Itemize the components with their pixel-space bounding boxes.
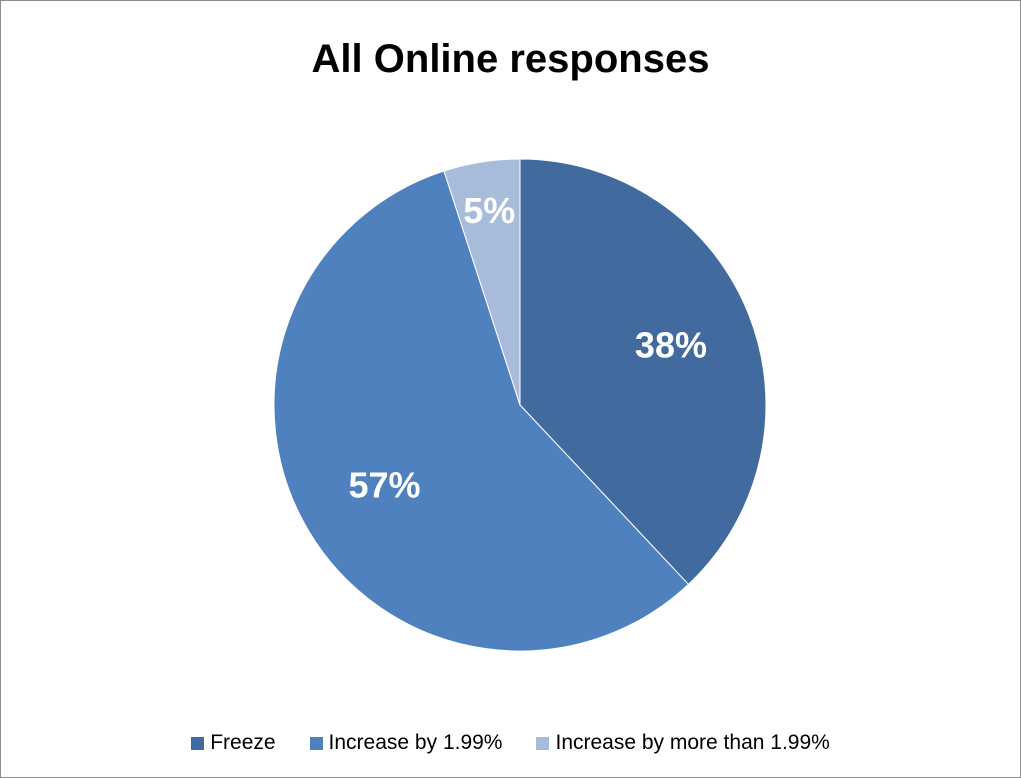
legend-item: Increase by 1.99% (309, 731, 503, 755)
legend-label: Increase by 1.99% (328, 731, 503, 754)
chart-legend: Freeze Increase by 1.99% Increase by more … (1, 731, 1020, 755)
legend-label: Freeze (210, 731, 276, 754)
legend-swatch (536, 736, 550, 750)
legend-item: Increase by more than 1.99% (536, 731, 830, 755)
pie-slice-freeze (519, 158, 767, 586)
legend-label: Increase by more than 1.99% (555, 731, 830, 754)
slice-data-label: 5% (463, 190, 515, 231)
legend-swatch (191, 736, 205, 750)
pie-slice-increase-by-more-than-1-99 (443, 158, 521, 406)
legend-swatch (309, 736, 323, 750)
slice-data-label: 38% (635, 325, 707, 366)
slice-data-label: 57% (348, 465, 420, 506)
pie-slice-increase-by-1-99 (273, 170, 690, 652)
legend-item: Freeze (191, 731, 276, 755)
chart-title: All Online responses (311, 37, 710, 81)
